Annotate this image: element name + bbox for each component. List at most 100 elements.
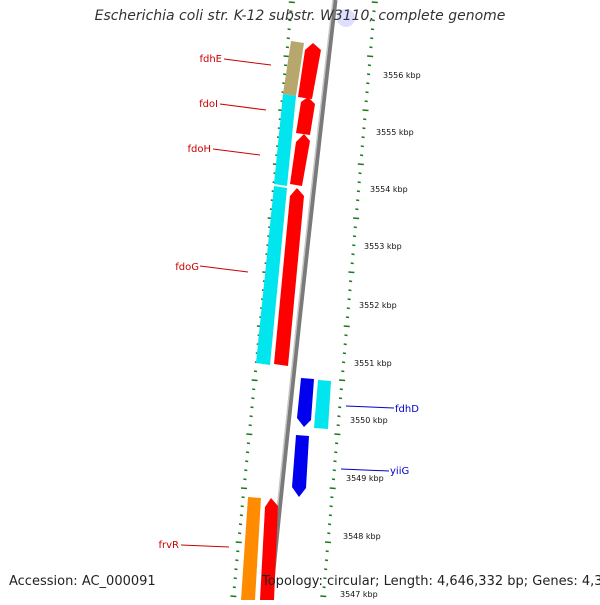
scale-label-3550: 3550 kbp <box>350 416 388 425</box>
gene-fdoI-rna-block <box>274 94 296 186</box>
outer-tick-mark <box>353 217 360 220</box>
outer-tick-mark <box>359 154 364 157</box>
outer-tick-mark <box>370 37 374 40</box>
inner-tick-mark <box>236 550 240 553</box>
outer-tick-mark <box>334 442 339 445</box>
label-line-yiiG <box>340 468 390 472</box>
outer-tick-mark <box>336 424 340 427</box>
outer-tick-mark <box>352 244 356 247</box>
outer-tick-mark <box>370 28 375 31</box>
inner-tick-mark <box>240 505 244 508</box>
outer-tick-mark <box>362 127 366 130</box>
page-title: Escherichia coli str. K-12 substr. W3110… <box>94 8 506 24</box>
outer-tick-mark <box>342 352 347 355</box>
outer-tick-mark <box>324 541 332 544</box>
gene-yiiG-cds <box>292 435 309 497</box>
inner-tick-mark <box>238 523 243 526</box>
outer-tick-mark <box>343 343 347 346</box>
inner-tick-mark <box>251 397 255 400</box>
outer-tick-mark <box>329 505 333 508</box>
outer-tick-mark <box>348 280 353 283</box>
outer-tick-mark <box>323 577 327 580</box>
origin-marker <box>337 9 355 27</box>
outer-tick-mark <box>351 253 355 256</box>
inner-tick-mark <box>288 19 292 22</box>
outer-tick-mark <box>332 469 336 472</box>
outer-tick-mark <box>363 118 367 121</box>
gene-label-fdhD: fdhD <box>395 404 419 415</box>
inner-tick-mark <box>285 46 290 49</box>
inner-tick-mark <box>283 64 288 67</box>
inner-tick-mark <box>232 586 236 589</box>
inner-tick-mark <box>283 73 287 76</box>
topology-text: Topology: circular; Length: 4,646,332 bp… <box>262 574 600 589</box>
outer-tick-mark <box>357 181 361 184</box>
outer-tick-mark <box>341 370 345 373</box>
label-line-frvR <box>180 544 230 548</box>
outer-tick-mark <box>362 109 369 112</box>
outer-tick-mark <box>333 460 337 463</box>
inner-tick-mark <box>251 379 258 382</box>
gene-fdoI-cds <box>296 97 315 135</box>
inner-tick-mark <box>237 532 242 535</box>
gene-label-fdhE: fdhE <box>199 54 222 65</box>
inner-tick-mark <box>235 559 239 562</box>
inner-tick-mark <box>239 514 244 517</box>
outer-tick-mark <box>327 523 332 526</box>
backbone-line <box>267 0 338 601</box>
outer-tick-mark <box>366 73 371 76</box>
gene-fdhD-rna-block <box>314 380 331 429</box>
outer-tick-mark <box>345 316 350 319</box>
outer-tick-mark <box>343 325 350 328</box>
outer-tick-mark <box>347 298 351 301</box>
inner-tick-mark <box>289 10 293 13</box>
outer-tick-mark <box>357 163 364 166</box>
outer-tick-mark <box>322 586 326 589</box>
inner-tick-mark <box>233 577 237 580</box>
scale-label-3555: 3555 kbp <box>376 128 414 137</box>
outer-tick-mark <box>348 289 352 292</box>
outer-tick-mark <box>329 487 336 490</box>
outer-tick-mark <box>366 82 370 85</box>
outer-tick-mark <box>339 379 346 382</box>
outer-tick-mark <box>346 307 350 310</box>
outer-tick-mark <box>356 190 361 193</box>
outer-tick-mark <box>348 271 355 274</box>
outer-tick-mark <box>334 433 341 436</box>
inner-tick-mark <box>235 541 242 544</box>
outer-tick-mark <box>361 136 365 139</box>
outer-tick-mark <box>356 199 360 202</box>
gene-label-fdoI: fdoI <box>199 99 218 110</box>
inner-tick-mark <box>245 451 250 454</box>
outer-tick-mark <box>369 46 373 49</box>
gene-label-fdoH: fdoH <box>187 144 211 155</box>
outer-tick-mark <box>358 172 362 175</box>
outer-tick-mark <box>355 208 359 211</box>
outer-tick-mark <box>339 388 343 391</box>
outer-tick-mark <box>324 568 328 571</box>
outer-tick-mark <box>328 514 333 517</box>
outer-tick-mark <box>360 145 364 148</box>
outer-tick-mark <box>334 451 338 454</box>
gene-label-fdoG: fdoG <box>175 262 199 273</box>
inner-tick-mark <box>234 568 238 571</box>
outer-tick-mark <box>371 1 378 4</box>
outer-tick-mark <box>367 55 374 58</box>
scale-label-3547: 3547 kbp <box>340 590 378 599</box>
inner-tick-mark <box>244 469 248 472</box>
inner-tick-mark <box>250 406 254 409</box>
inner-tick-mark <box>287 28 291 31</box>
outer-tick-mark <box>330 496 334 499</box>
label-line-fdhD <box>345 405 395 409</box>
inner-tick-mark <box>283 55 290 58</box>
gene-fdhE-cds <box>298 43 321 99</box>
gene-fdoG-rna-block <box>256 186 287 365</box>
gene-fdhE-skew-block <box>283 41 304 96</box>
outer-tick-mark <box>331 478 336 481</box>
inner-tick-mark <box>252 388 256 391</box>
outer-tick-mark <box>367 64 372 67</box>
inner-tick-mark <box>246 433 253 436</box>
gene-label-yiiG: yiiG <box>390 466 409 477</box>
